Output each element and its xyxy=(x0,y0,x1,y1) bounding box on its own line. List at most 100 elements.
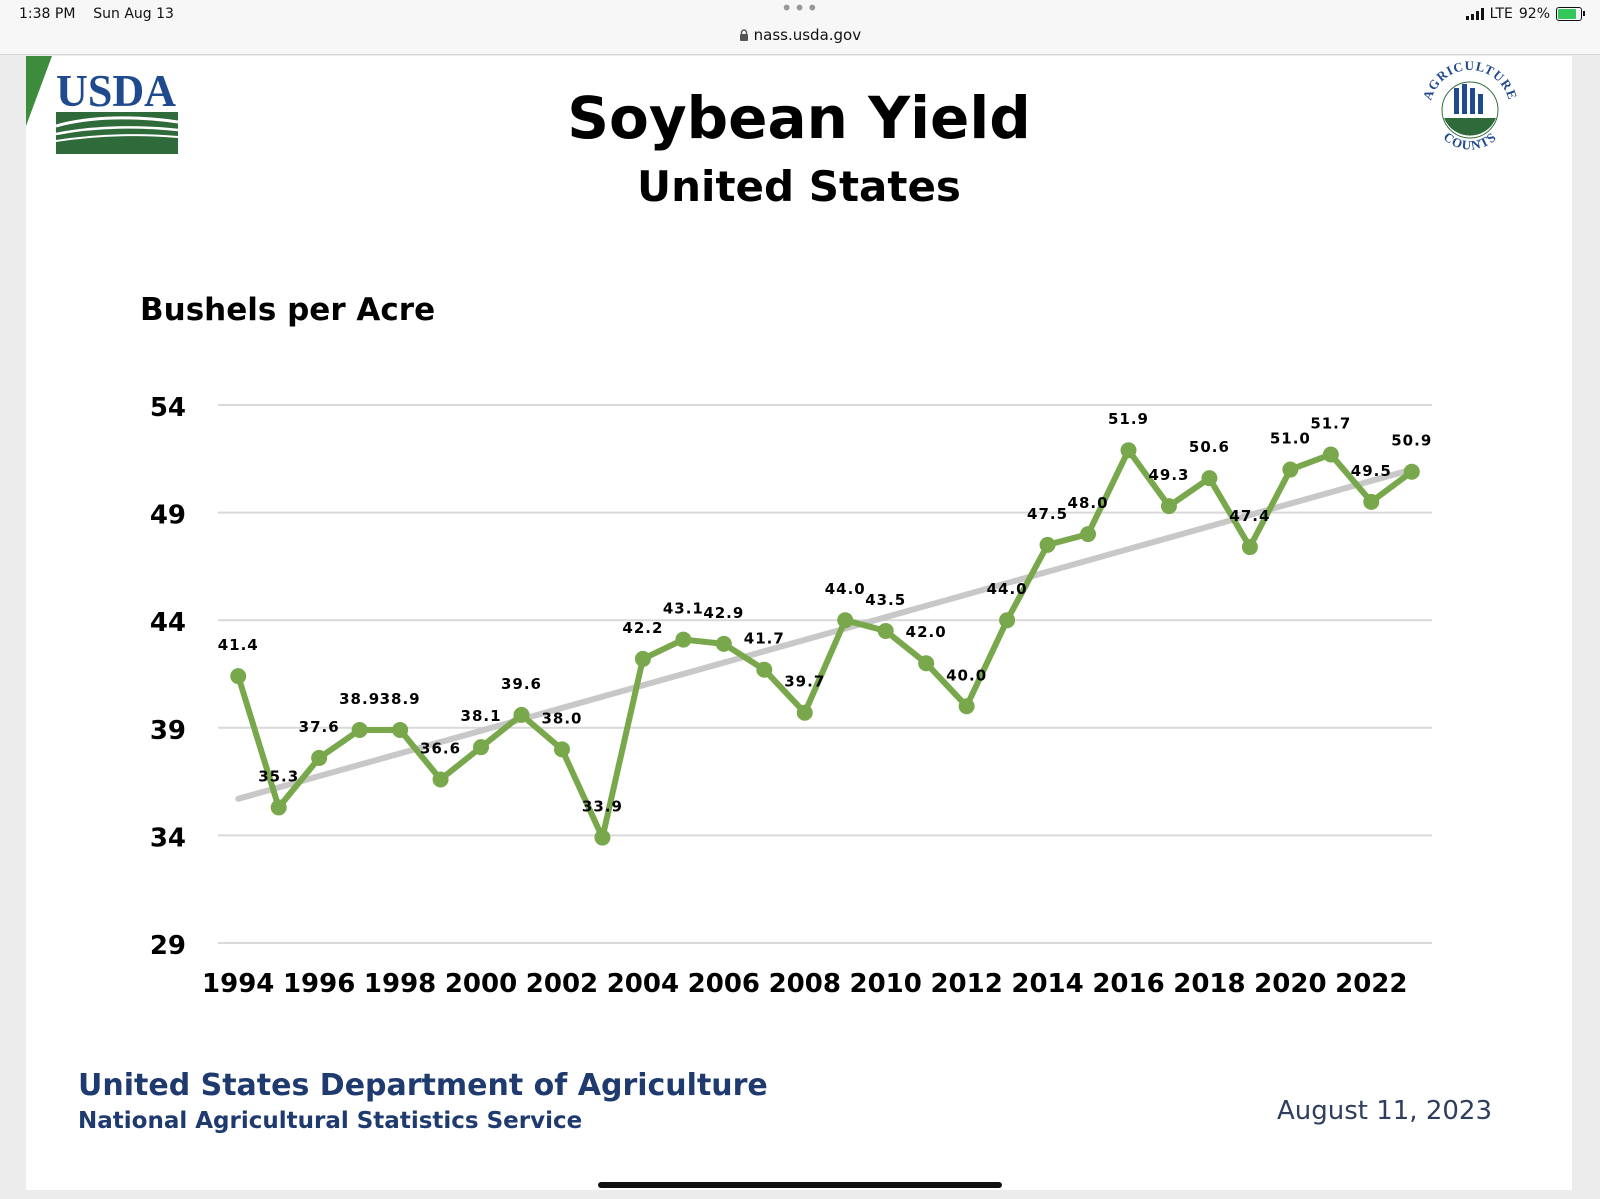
data-point xyxy=(594,829,611,846)
status-date: Sun Aug 13 xyxy=(93,6,174,22)
data-point xyxy=(432,771,449,788)
battery-fill xyxy=(1558,9,1577,19)
y-tick-label: 34 xyxy=(150,823,186,853)
x-tick-label: 2016 xyxy=(1092,969,1164,999)
data-point xyxy=(918,655,935,672)
data-point xyxy=(351,721,368,738)
address-bar[interactable]: nass.usda.gov xyxy=(0,26,1600,44)
data-label: 40.0 xyxy=(946,666,987,684)
battery-percent: 92% xyxy=(1518,6,1550,22)
chart-subtitle: United States xyxy=(637,162,961,211)
data-point xyxy=(837,612,854,629)
data-point xyxy=(311,749,328,766)
data-point xyxy=(473,739,490,756)
data-point xyxy=(1363,493,1380,510)
data-label: 44.0 xyxy=(987,580,1028,598)
data-label: 51.7 xyxy=(1310,414,1351,432)
y-tick-label: 44 xyxy=(150,608,186,638)
svg-text:COUNTS: COUNTS xyxy=(1441,129,1499,153)
data-point xyxy=(1322,446,1339,463)
y-tick-label: 54 xyxy=(150,393,186,423)
data-point xyxy=(1241,539,1258,556)
agriculture-counts-logo: AGRICULTURE COUNTS xyxy=(1419,58,1519,153)
x-tick-label: 2010 xyxy=(850,969,922,999)
x-tick-label: 2002 xyxy=(526,969,598,999)
data-label: 42.9 xyxy=(703,604,744,622)
x-tick-label: 2004 xyxy=(607,969,679,999)
data-point xyxy=(1160,498,1177,515)
y-axis-label: Bushels per Acre xyxy=(140,292,436,328)
corner-accent xyxy=(26,56,52,126)
data-point xyxy=(958,698,975,715)
data-label: 36.6 xyxy=(420,739,461,757)
data-point xyxy=(877,622,894,639)
data-point xyxy=(1120,442,1137,459)
x-tick-label: 2018 xyxy=(1173,969,1245,999)
data-label: 38.9 xyxy=(339,690,380,708)
data-label: 37.6 xyxy=(299,718,340,736)
data-label: 42.2 xyxy=(622,619,663,637)
usda-logo-text: USDA xyxy=(56,65,176,116)
data-point xyxy=(270,799,287,816)
data-label: 38.0 xyxy=(541,709,582,727)
data-point xyxy=(1201,470,1218,487)
data-label: 49.3 xyxy=(1148,466,1189,484)
data-point xyxy=(230,668,247,685)
data-label: 42.0 xyxy=(906,623,947,641)
data-label: 50.9 xyxy=(1391,432,1432,450)
data-point xyxy=(999,612,1016,629)
data-point xyxy=(756,661,773,678)
release-date: August 11, 2023 xyxy=(1276,1096,1492,1126)
x-tick-label: 1996 xyxy=(283,969,355,999)
data-label: 38.1 xyxy=(461,707,502,725)
lock-icon xyxy=(739,29,748,41)
status-bar: 1:38 PM Sun Aug 13 ••• nass.usda.gov LTE… xyxy=(0,0,1600,55)
data-label: 39.6 xyxy=(501,675,542,693)
data-point xyxy=(513,706,530,723)
data-label: 48.0 xyxy=(1068,494,1109,512)
data-label: 50.6 xyxy=(1189,438,1230,456)
yield-chart: 29 34 39 44 49 54 1994 1996 1998 2000 2002 2004 2006… xyxy=(150,393,1432,999)
data-label: 33.9 xyxy=(582,798,623,816)
home-indicator[interactable] xyxy=(598,1182,1002,1188)
network-label: LTE xyxy=(1489,6,1513,22)
data-label: 49.5 xyxy=(1351,462,1392,480)
yield-line xyxy=(235,447,1415,841)
data-point xyxy=(392,721,409,738)
x-tick-label: 2000 xyxy=(445,969,517,999)
data-point xyxy=(1403,463,1420,480)
slide: USDA AGRICULTURE COUNTS Soybean Yield Un… xyxy=(26,56,1572,1190)
x-tick-label: 2012 xyxy=(930,969,1002,999)
y-tick-label: 49 xyxy=(150,501,186,531)
usda-logo: USDA xyxy=(56,65,178,154)
status-clock: 1:38 PM xyxy=(19,6,76,22)
x-tick-label: 2006 xyxy=(688,969,760,999)
data-label: 38.9 xyxy=(380,690,421,708)
data-label: 35.3 xyxy=(258,767,299,785)
data-point xyxy=(634,650,651,667)
more-dots-icon[interactable]: ••• xyxy=(780,0,820,20)
x-tick-label: 2014 xyxy=(1011,969,1083,999)
data-label: 47.4 xyxy=(1229,507,1270,525)
x-tick-label: 1998 xyxy=(364,969,436,999)
battery-icon xyxy=(1556,7,1585,21)
data-point xyxy=(553,741,570,758)
data-label: 44.0 xyxy=(825,580,866,598)
data-label: 43.1 xyxy=(663,600,704,618)
data-point xyxy=(1080,526,1097,543)
data-label: 39.7 xyxy=(784,673,825,691)
data-point xyxy=(1039,536,1056,553)
y-tick-label: 29 xyxy=(150,931,186,961)
data-label: 41.7 xyxy=(744,630,785,648)
data-label: 51.0 xyxy=(1270,430,1311,448)
data-label: 47.5 xyxy=(1027,505,1068,523)
trend-line xyxy=(235,466,1415,802)
footer-service: National Agricultural Statistics Service xyxy=(78,1108,583,1134)
data-label: 51.9 xyxy=(1108,410,1149,428)
data-point xyxy=(675,631,692,648)
data-label: 43.5 xyxy=(865,591,906,609)
status-time: 1:38 PM Sun Aug 13 xyxy=(19,6,174,22)
y-tick-label: 39 xyxy=(150,716,186,746)
status-right: LTE 92% xyxy=(1465,6,1585,22)
data-point xyxy=(796,704,813,721)
